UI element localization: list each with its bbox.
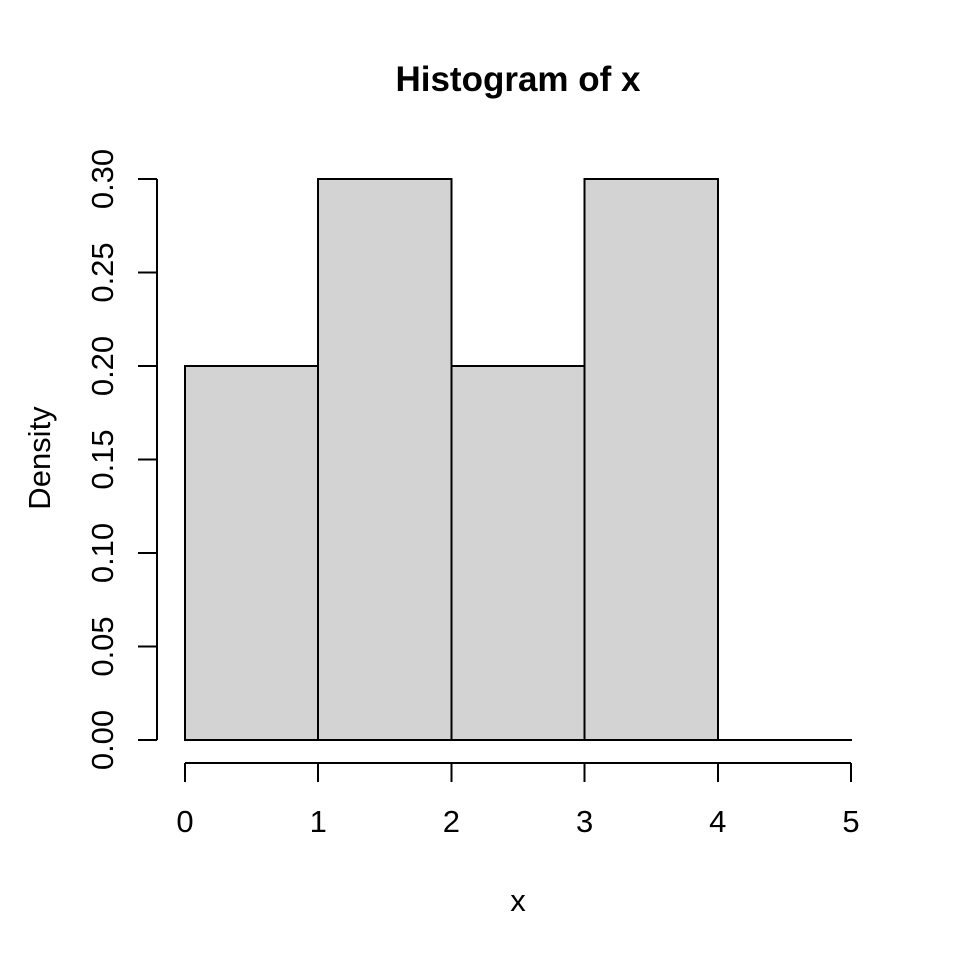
chart-title: Histogram of x: [395, 60, 641, 99]
y-tick-label: 0.15: [85, 429, 120, 489]
y-tick-label: 0.25: [85, 242, 120, 302]
y-tick-label: 0.00: [85, 710, 120, 770]
y-tick-label: 0.20: [85, 336, 120, 396]
histogram-bar: [583, 178, 719, 741]
x-tick-label: 4: [709, 804, 726, 839]
x-tick-label: 0: [176, 804, 193, 839]
y-tick-label: 0.05: [85, 616, 120, 676]
x-axis-title: x: [510, 883, 526, 918]
x-tick-label: 5: [842, 804, 859, 839]
histogram-bar: [184, 365, 320, 741]
bars-group: [184, 178, 852, 741]
x-tick-label: 2: [443, 804, 460, 839]
x-tick-label: 1: [310, 804, 327, 839]
histogram-bar: [450, 365, 586, 741]
y-tick-label: 0.30: [85, 149, 120, 209]
axes-group: 0.00 0.05 0.10 0.15 0.20 0.25 0.30 0 1 2 3 4 5: [85, 149, 860, 839]
y-axis-title: Density: [22, 406, 57, 510]
y-tick-label: 0.10: [85, 523, 120, 583]
x-tick-label: 3: [576, 804, 593, 839]
histogram-bar: [317, 178, 453, 741]
